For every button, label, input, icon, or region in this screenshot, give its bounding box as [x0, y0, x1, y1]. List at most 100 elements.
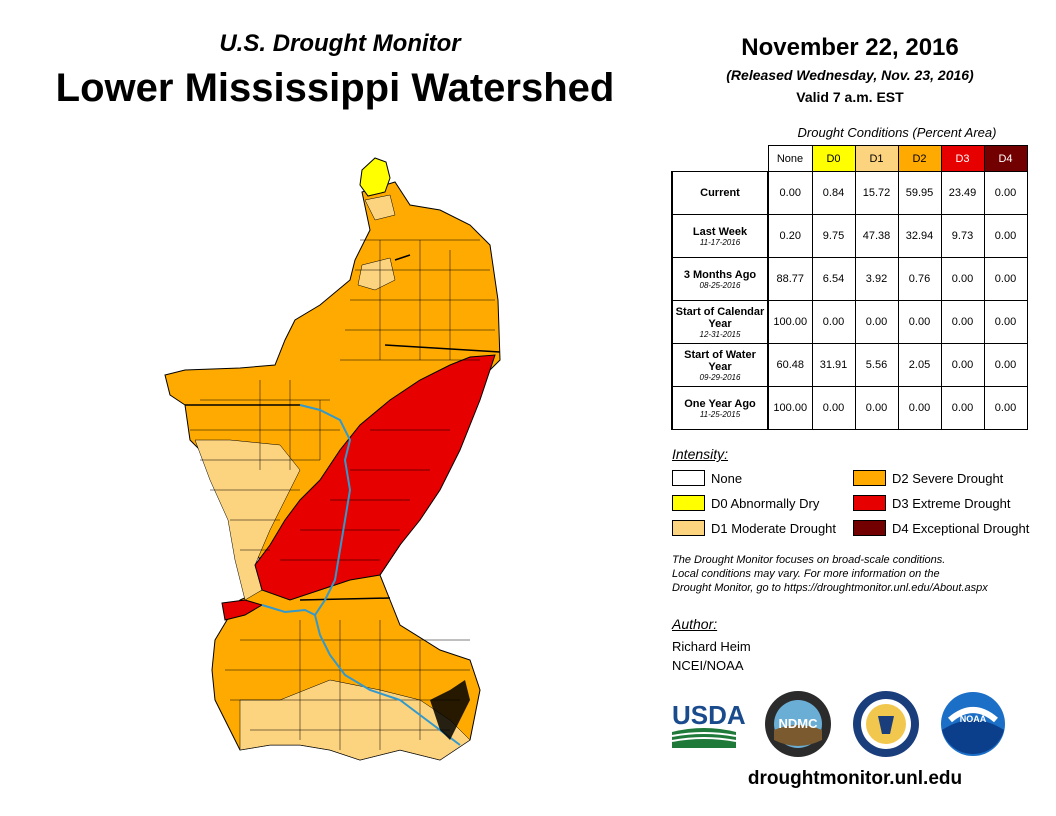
row-date: 12-31-2015: [699, 329, 741, 339]
table-cell: 0.76: [897, 257, 942, 301]
row-label: 3 Months Ago 08-25-2016: [671, 257, 769, 301]
table-row: Last Week 11-17-2016 0.20 9.75 47.38 32.94 9.7…: [671, 214, 1028, 258]
row-label-text: Last Week: [692, 225, 748, 238]
legend-item-d3: D3 Extreme Drought: [853, 495, 1011, 511]
coast-marsh: [430, 680, 470, 740]
table-cell: 9.75: [811, 214, 856, 258]
col-header-d1: D1: [854, 145, 899, 172]
table-cell: 47.38: [854, 214, 899, 258]
legend-label-none: None: [711, 470, 743, 486]
note-line-3: Drought Monitor, go to https://droughtmo…: [672, 582, 988, 594]
table-row: One Year Ago 11-25-2015 100.00 0.00 0.00 0.00…: [671, 386, 1028, 430]
table-row: Start of Calendar Year 12-31-2015 100.00 0.…: [671, 300, 1028, 344]
swatch-d4: [853, 520, 886, 536]
table-cell: 0.00: [897, 386, 942, 430]
note-line-2: Local conditions may vary. For more info…: [672, 568, 940, 580]
drought-map: [164, 157, 501, 761]
swatch-d1: [672, 520, 705, 536]
legend-title: Intensity:: [672, 446, 729, 462]
swatch-d0: [672, 495, 705, 511]
table-cell: 6.54: [811, 257, 856, 301]
disclaimer-note: The Drought Monitor focuses on broad-sca…: [672, 553, 1042, 595]
map-region-d3: [254, 354, 496, 601]
row-label-text: One Year Ago: [684, 397, 756, 410]
release-date: (Released Wednesday, Nov. 23, 2016): [726, 67, 974, 83]
table-cell: 0.00: [811, 300, 856, 344]
legend-label-d0: D0 Abnormally Dry: [711, 495, 820, 511]
map-region-d3-west: [221, 599, 264, 621]
legend-label-d2: D2 Severe Drought: [892, 470, 1004, 486]
table-cell: 23.49: [940, 171, 985, 215]
table-row: Current 0.00 0.84 15.72 59.95 23.49 0.00: [671, 171, 1028, 215]
row-label: One Year Ago 11-25-2015: [671, 386, 769, 430]
row-label: Current: [671, 171, 769, 215]
table-cell: 0.00: [854, 386, 899, 430]
table-cell: 0.00: [983, 257, 1028, 301]
row-date: 08-25-2016: [699, 280, 741, 290]
legend-item-d4: D4 Exceptional Drought: [853, 520, 1029, 536]
ndmc-logo-text: NDMC: [779, 716, 819, 731]
map-region-d1-top: [364, 194, 396, 221]
table-row: 3 Months Ago 08-25-2016 88.77 6.54 3.92 0.76 0…: [671, 257, 1028, 301]
noaa-logo-text: NOAA: [960, 714, 987, 724]
table-row: Start of Water Year 09-29-2016 60.48 31.91 5…: [671, 343, 1028, 387]
table-cell: 0.00: [767, 171, 813, 215]
swatch-d3: [853, 495, 886, 511]
col-header-d4: D4: [983, 145, 1028, 172]
drought-conditions-table: None D0 D1 D2 D3 D4 Current 0.00 0.84 15.72…: [671, 145, 1028, 430]
table-cell: 9.73: [940, 214, 985, 258]
legend-item-d2: D2 Severe Drought: [853, 470, 1003, 486]
table-cell: 0.00: [983, 343, 1028, 387]
legend-label-d1: D1 Moderate Drought: [711, 520, 837, 536]
table-cell: 0.00: [983, 214, 1028, 258]
table-cell: 0.00: [940, 257, 985, 301]
row-label: Start of Water Year 09-29-2016: [671, 343, 769, 387]
table-cell: 32.94: [897, 214, 942, 258]
author-org: NCEI/NOAA: [672, 658, 744, 673]
table-cell: 0.00: [940, 386, 985, 430]
legend-label-d3: D3 Extreme Drought: [892, 495, 1011, 511]
legend-label-d4: D4 Exceptional Drought: [892, 520, 1030, 536]
row-label-text: Current: [700, 187, 740, 199]
map-region-d1-north: [357, 257, 396, 291]
table-cell: 0.00: [811, 386, 856, 430]
table-cell: 60.48: [767, 343, 813, 387]
website-url[interactable]: droughtmonitor.unl.edu: [747, 768, 963, 789]
table-cell: 2.05: [897, 343, 942, 387]
state-boundaries: [185, 254, 501, 601]
table-cell: 3.92: [854, 257, 899, 301]
table-cell: 59.95: [897, 171, 942, 215]
col-header-d0: D0: [811, 145, 856, 172]
author-name: Richard Heim: [672, 639, 751, 654]
author-label: Author:: [672, 616, 718, 632]
swatch-none: [672, 470, 705, 486]
col-header-d3: D3: [940, 145, 985, 172]
table-corner: [672, 145, 769, 172]
noaa-logo: NOAA: [941, 692, 1005, 756]
row-date: 11-25-2015: [699, 409, 741, 419]
col-header-none: None: [767, 145, 813, 172]
county-lines: [190, 239, 495, 750]
row-label-text: Start of Water Year: [684, 348, 756, 373]
valid-time: Valid 7 a.m. EST: [796, 89, 904, 105]
table-cell: 0.20: [767, 214, 813, 258]
map-series-title: U.S. Drought Monitor: [219, 30, 461, 57]
region-title: Lower Mississippi Watershed: [55, 66, 615, 110]
map-region-d0: [359, 157, 391, 197]
note-line-1: The Drought Monitor focuses on broad-sca…: [672, 554, 946, 566]
author-block: Richard Heim NCEI/NOAA: [672, 637, 751, 675]
table-cell: 5.56: [854, 343, 899, 387]
table-cell: 0.00: [983, 386, 1028, 430]
mississippi-river: [299, 404, 461, 746]
usda-logo: USDA: [671, 700, 746, 748]
usda-logo-text: USDA: [672, 700, 746, 730]
table-cell: 88.77: [767, 257, 813, 301]
ndmc-logo: NDMC: [765, 691, 831, 757]
row-date: 09-29-2016: [699, 372, 741, 382]
row-label-text: 3 Months Ago: [683, 268, 757, 281]
table-cell: 100.00: [767, 386, 813, 430]
table-cell: 0.00: [897, 300, 942, 344]
legend-item-d1: D1 Moderate Drought: [672, 520, 836, 536]
legend-item-d0: D0 Abnormally Dry: [672, 495, 819, 511]
table-header-row: None D0 D1 D2 D3 D4: [672, 145, 1028, 172]
